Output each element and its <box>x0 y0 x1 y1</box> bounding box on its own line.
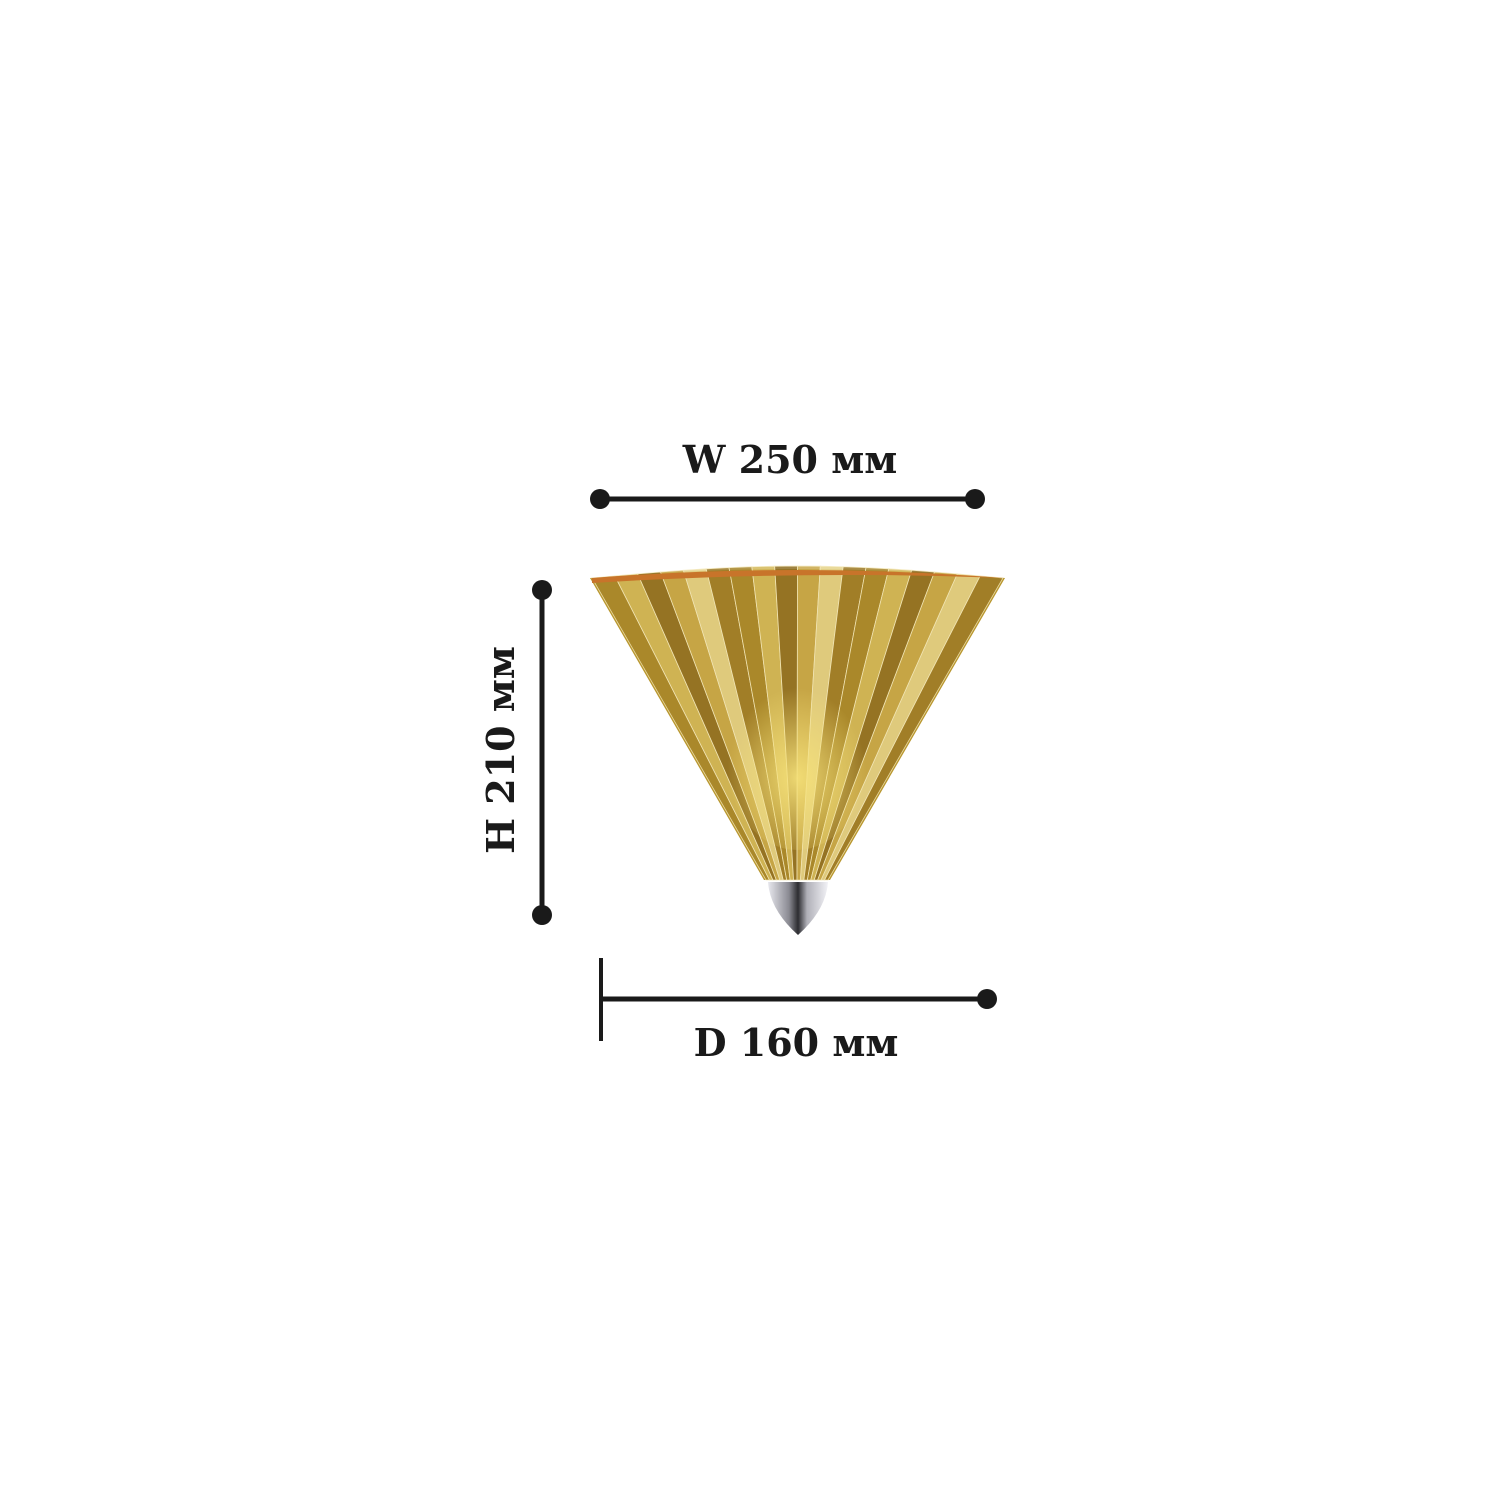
width-label: W 250 мм <box>682 437 897 482</box>
width-dimension: W 250 мм <box>590 437 985 509</box>
height-label: H 210 мм <box>478 646 523 854</box>
depth-dimension: D 160 мм <box>599 958 997 1065</box>
wall-sconce-image <box>590 565 1005 935</box>
shade-flute <box>823 575 1004 881</box>
bulb-glow <box>727 670 867 850</box>
width-end-dot <box>965 489 985 509</box>
shade-rim <box>592 570 1004 583</box>
height-end-dot <box>532 905 552 925</box>
depth-end-dot <box>977 989 997 1009</box>
width-start-dot <box>590 489 610 509</box>
depth-label: D 160 мм <box>694 1020 899 1065</box>
height-start-dot <box>532 580 552 600</box>
chrome-finial <box>768 882 828 935</box>
height-dimension: H 210 мм <box>478 580 552 925</box>
